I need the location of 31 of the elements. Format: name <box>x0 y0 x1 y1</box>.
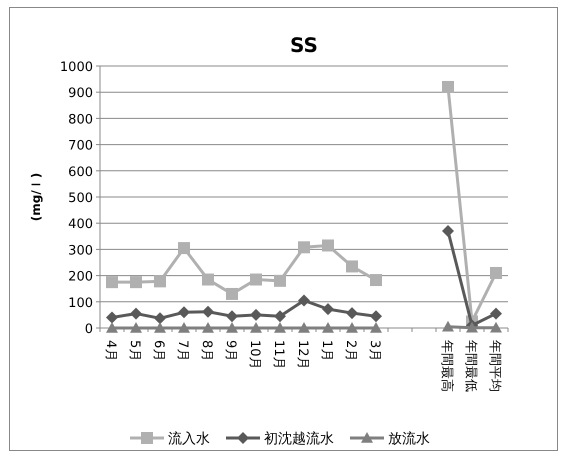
y-tick-label: 600 <box>68 164 93 180</box>
x-tick-label: 8月 <box>199 340 214 362</box>
x-tick-label: 3月 <box>367 340 382 362</box>
y-tick-label: 900 <box>68 86 93 102</box>
x-tick-label: 1月 <box>319 340 334 362</box>
y-axis-title: (mg/ｌ) <box>29 172 43 222</box>
chart-title: SS <box>290 33 318 57</box>
x-tick-label: 7月 <box>175 340 190 362</box>
y-tick-label: 400 <box>68 217 93 232</box>
x-tick-label: 10月 <box>247 340 262 370</box>
x-tick-label: 年間平均 <box>487 340 502 392</box>
y-tick-label: 1000 <box>60 60 93 75</box>
x-tick-label: 2月 <box>343 340 358 362</box>
y-tick-label: 0 <box>84 322 93 337</box>
x-tick-label: 年間最高 <box>439 340 455 392</box>
x-tick-label: 4月 <box>103 340 118 362</box>
legend-label: 初沈越流水 <box>264 431 334 447</box>
x-tick-label: 6月 <box>151 340 166 362</box>
y-tick-label: 700 <box>68 138 93 154</box>
x-tick-label: 9月 <box>223 340 238 362</box>
x-tick-label: 12月 <box>295 340 310 370</box>
x-tick-label: 年間最低 <box>463 340 478 392</box>
y-tick-label: 100 <box>68 296 93 311</box>
legend-label: 流入水 <box>168 431 210 447</box>
x-tick-label: 5月 <box>127 340 142 362</box>
legend-label: 放流水 <box>388 431 430 447</box>
y-tick-label: 200 <box>68 270 93 285</box>
y-tick-label: 300 <box>68 243 93 258</box>
y-tick-label: 800 <box>68 112 93 128</box>
y-tick-label: 500 <box>68 191 93 206</box>
x-tick-label: 11月 <box>271 340 286 370</box>
